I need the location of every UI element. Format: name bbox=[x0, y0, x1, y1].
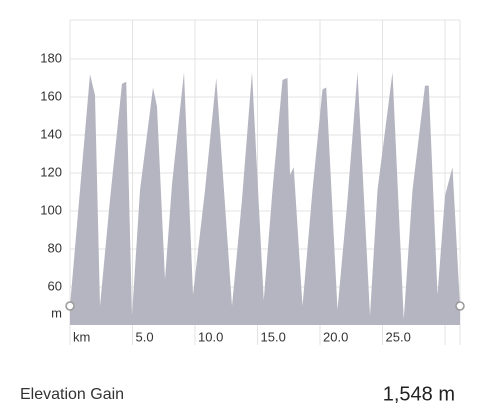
y-unit-label: m bbox=[51, 305, 62, 320]
x-tick-label: km bbox=[73, 329, 90, 344]
x-tick-label: 5.0 bbox=[136, 329, 154, 344]
y-tick-label: 60 bbox=[48, 278, 62, 293]
elevation-area bbox=[70, 72, 460, 325]
y-tick-label: 180 bbox=[40, 50, 62, 65]
x-tick-label: 10.0 bbox=[198, 329, 223, 344]
x-tick-label: 20.0 bbox=[323, 329, 348, 344]
endpoint-marker bbox=[65, 301, 75, 311]
x-tick-label: 25.0 bbox=[386, 329, 411, 344]
endpoint-marker bbox=[455, 301, 465, 311]
y-tick-label: 120 bbox=[40, 164, 62, 179]
y-tick-label: 80 bbox=[48, 240, 62, 255]
elevation-gain-value: 1,548 m bbox=[383, 383, 455, 405]
y-tick-label: 140 bbox=[40, 126, 62, 141]
x-tick-label: 15.0 bbox=[261, 329, 286, 344]
y-tick-label: 160 bbox=[40, 88, 62, 103]
y-tick-label: 100 bbox=[40, 202, 62, 217]
elevation-gain-label: Elevation Gain bbox=[20, 386, 124, 403]
